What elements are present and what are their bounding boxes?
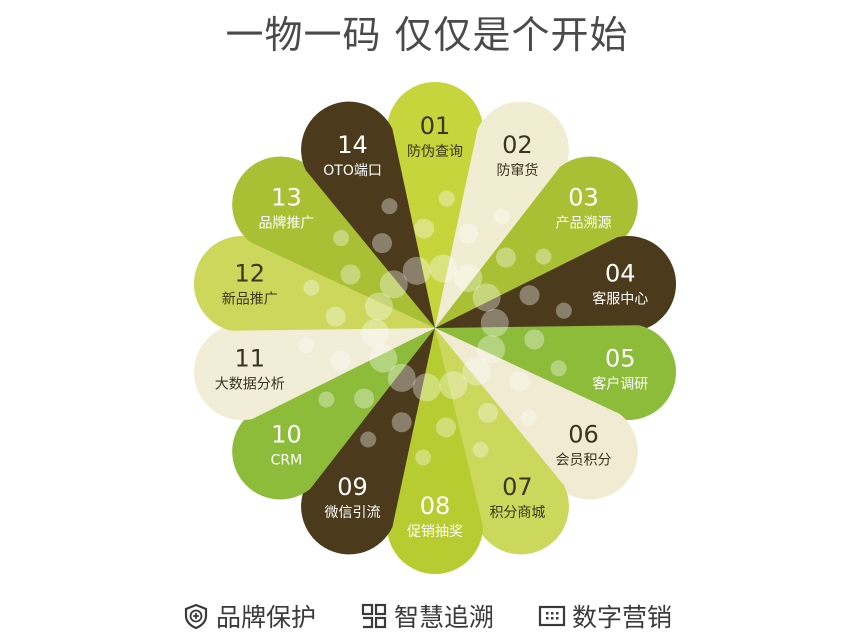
petal-number: 09 (337, 473, 368, 501)
petal-number: 03 (568, 184, 599, 212)
bubble (333, 230, 350, 247)
petal-10 (232, 328, 435, 500)
feature-flower-diagram: 01 防伪查询 02 防窜货 03 产品溯源 04 客服中心 05 客户调研 06 会员积分 07 积分商… (194, 82, 676, 574)
bubble (360, 431, 377, 448)
petal-number: 10 (271, 420, 302, 448)
bubble (402, 256, 431, 285)
bubble (480, 308, 509, 337)
bubble (381, 198, 398, 215)
petal-number: 07 (502, 473, 533, 501)
bubble (379, 270, 408, 299)
petal-label: 大数据分析 (215, 376, 285, 392)
qr-code-icon (361, 603, 387, 629)
petal-01 (387, 82, 483, 328)
petal-number: 04 (605, 260, 636, 288)
footer-item-smart-trace: 智慧追溯 (360, 598, 494, 634)
bubble (454, 264, 483, 293)
petal-label: CRM (271, 452, 303, 468)
petal-07 (435, 328, 569, 555)
petal-label: 积分商城 (489, 505, 545, 521)
bubble (298, 337, 315, 354)
bubble (477, 335, 506, 364)
bubble (550, 360, 567, 377)
shield-plus-icon (184, 603, 208, 630)
bubble (369, 344, 398, 373)
keypad-icon (538, 605, 566, 627)
petal-number: 01 (420, 112, 451, 140)
petal-number: 12 (234, 260, 265, 288)
bubble (325, 306, 346, 327)
bubble (354, 388, 375, 409)
petal-number: 13 (271, 184, 302, 212)
petal-09 (301, 328, 435, 555)
petal-label: 会员积分 (556, 452, 612, 468)
bubble (330, 350, 351, 371)
bubble (493, 208, 510, 225)
footer-label: 智慧追溯 (393, 603, 494, 632)
petal-label: 防伪查询 (407, 144, 463, 160)
petal-label: 品牌推广 (258, 215, 314, 232)
bubble (458, 223, 479, 244)
feature-footer: 品牌保护 智慧追溯 数字营销 (0, 598, 854, 634)
bubble (519, 285, 540, 306)
petal-08 (387, 328, 483, 574)
bubble (555, 302, 572, 319)
bubble (477, 402, 498, 423)
bubble (414, 218, 435, 239)
footer-item-brand-protection: 品牌保护 (182, 598, 316, 634)
bubble (509, 371, 530, 392)
bubble (439, 371, 468, 400)
petal-number: 08 (420, 492, 451, 520)
petal-14 (301, 101, 435, 328)
bubble (318, 391, 335, 408)
bubble (364, 292, 393, 321)
bubble (303, 279, 320, 296)
footer-item-digital-marketing: 数字营销 (538, 598, 672, 634)
petal-label: 产品溯源 (556, 216, 612, 232)
petal-12 (194, 235, 435, 331)
bubble (412, 373, 441, 402)
petal-02 (435, 101, 569, 328)
petal-06 (435, 328, 638, 500)
bubble (435, 417, 456, 438)
petal-number: 02 (502, 131, 533, 159)
bubble (438, 190, 455, 207)
petal-04 (435, 235, 676, 331)
petal-number: 11 (234, 344, 265, 372)
bubble (495, 247, 516, 268)
bubble (415, 449, 432, 466)
bubble (361, 319, 390, 348)
petals (194, 82, 676, 574)
petal-label: 微信引流 (325, 505, 381, 521)
petal-label: 促销抽奖 (407, 523, 463, 540)
petal-label: 客户调研 (592, 375, 648, 392)
petal-label: 客服中心 (592, 291, 648, 308)
bubble (520, 409, 537, 426)
petal-11 (194, 325, 435, 421)
petal-label: 防窜货 (496, 162, 538, 179)
page-title: 一物一码 仅仅是个开始 (225, 13, 629, 57)
footer-label: 品牌保护 (215, 603, 316, 632)
petal-number: 06 (568, 420, 599, 448)
bubble (387, 363, 416, 392)
bubble (391, 412, 412, 433)
petal-label: 新品推广 (222, 292, 278, 308)
petal-number: 05 (605, 344, 636, 372)
bubble (524, 329, 545, 350)
bubble (462, 357, 491, 386)
petal-label: OTO端口 (323, 163, 382, 179)
bubble (472, 441, 489, 458)
petal-labels: 01 防伪查询 02 防窜货 03 产品溯源 04 客服中心 05 客户调研 06 会员积分 07 积分商… (215, 112, 648, 540)
bubble (429, 254, 458, 283)
footer-label: 数字营销 (572, 603, 673, 632)
bubbles (298, 190, 572, 466)
bubble (372, 233, 393, 254)
bubble (472, 283, 501, 312)
petal-13 (232, 156, 435, 328)
petal-03 (435, 156, 638, 328)
petal-05 (435, 325, 676, 421)
petal-number: 14 (337, 131, 368, 159)
bubble (535, 248, 552, 265)
bubble (340, 264, 361, 285)
